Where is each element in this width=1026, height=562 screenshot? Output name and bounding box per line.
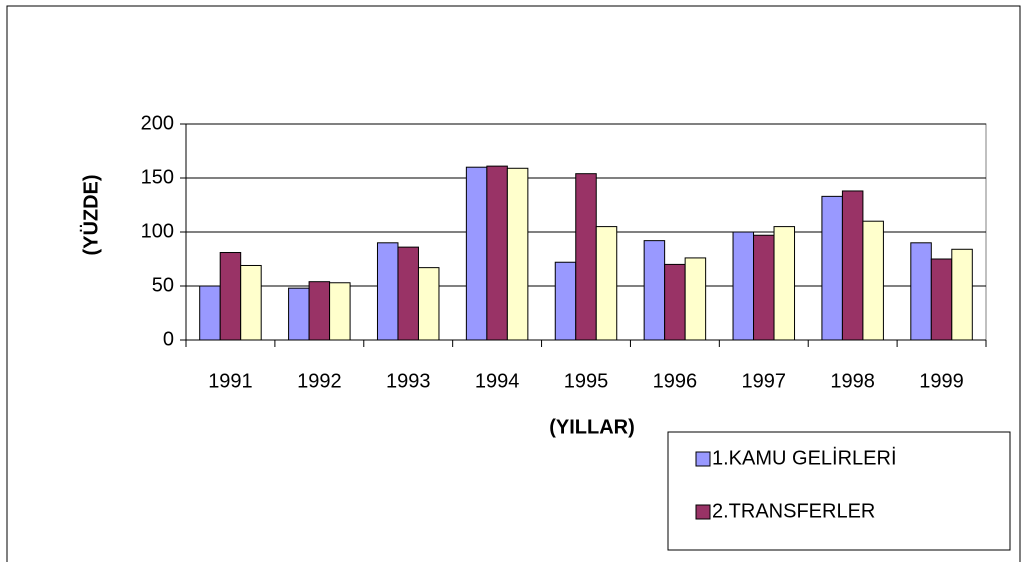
legend-label: 2.TRANSFERLER: [712, 500, 875, 522]
legend-swatch: [695, 451, 711, 467]
x-tick-label: 1997: [742, 370, 787, 392]
y-tick-label: 0: [163, 328, 174, 350]
bar: [821, 195, 843, 341]
bar: [643, 240, 666, 341]
bar: [329, 282, 351, 341]
bar: [486, 165, 508, 341]
bar: [376, 242, 399, 341]
bar: [595, 226, 618, 341]
bar: [862, 220, 884, 341]
bar: [219, 252, 242, 341]
bar: [240, 264, 262, 341]
x-tick-label: 1996: [653, 370, 698, 392]
chart-frame: [6, 5, 1021, 562]
x-tick-label: 1999: [919, 370, 964, 392]
bar: [465, 166, 488, 341]
y-tick-label: 100: [141, 220, 174, 242]
bar: [684, 257, 707, 341]
legend-label: 1.KAMU GELİRLERİ: [712, 446, 897, 469]
bar: [753, 234, 775, 341]
x-tick-label: 1995: [564, 370, 609, 392]
y-axis-title: (YÜZDE): [79, 174, 102, 255]
x-tick-label: 1998: [830, 370, 875, 392]
bar: [773, 226, 796, 341]
bar: [732, 231, 755, 341]
bar: [664, 263, 686, 341]
bar: [199, 285, 221, 341]
legend-swatch: [695, 504, 711, 520]
bar: [288, 287, 310, 341]
bar: [575, 173, 597, 341]
bar: [910, 242, 932, 341]
x-tick-label: 1992: [297, 370, 342, 392]
bar: [417, 267, 440, 341]
y-tick-label: 50: [152, 274, 174, 296]
x-tick-label: 1991: [208, 370, 253, 392]
legend: [667, 431, 1011, 551]
y-tick-label: 200: [141, 112, 174, 134]
y-tick-label: 150: [141, 166, 174, 188]
x-tick-label: 1994: [475, 370, 520, 392]
bar: [841, 190, 864, 341]
x-axis-title: (YILLAR): [549, 416, 635, 438]
x-tick-label: 1993: [386, 370, 431, 392]
bar: [506, 167, 529, 341]
bar: [554, 261, 577, 341]
bar: [308, 281, 331, 341]
bar: [397, 246, 419, 341]
bar: [930, 258, 953, 341]
bar: [951, 248, 973, 341]
